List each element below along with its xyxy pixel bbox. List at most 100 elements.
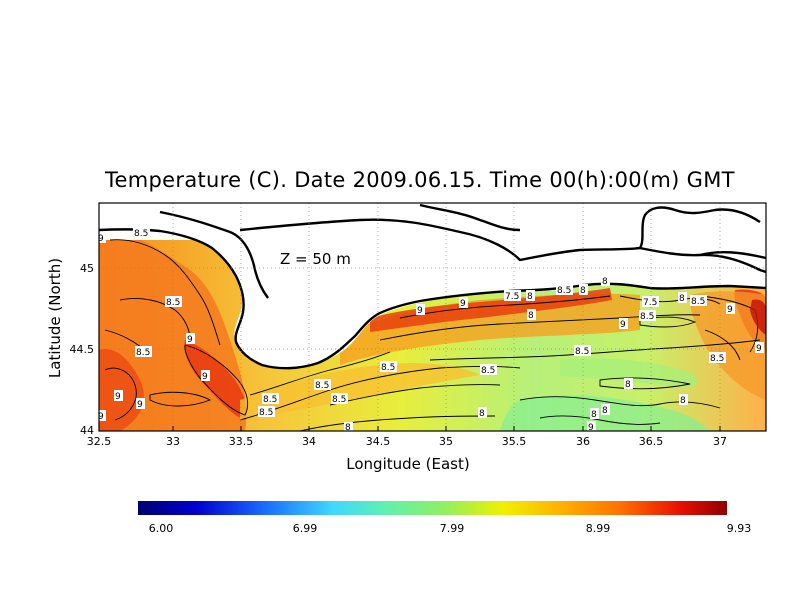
- x-tick-label: 34: [302, 435, 316, 448]
- contour-label: 8: [601, 275, 610, 287]
- x-tick-label: 36.5: [639, 435, 664, 448]
- contour-label: 8: [344, 422, 353, 433]
- svg-text:8: 8: [591, 410, 597, 420]
- x-tick-label: 35.5: [502, 435, 527, 448]
- colorbar-label: 8.99: [586, 522, 611, 535]
- svg-text:8.5: 8.5: [640, 312, 654, 322]
- svg-text:8.5: 8.5: [166, 298, 180, 308]
- y-tick-label: 44.5: [70, 343, 95, 356]
- colorbar-label: 9.93: [727, 522, 752, 535]
- land-crimea: [99, 203, 766, 369]
- svg-text:9: 9: [727, 305, 733, 315]
- cool-patch-central: [560, 358, 698, 388]
- y-tick-label: 45: [80, 262, 94, 275]
- colorbar-label: 6.99: [293, 522, 318, 535]
- svg-text:7.5: 7.5: [505, 292, 519, 302]
- hot-band-coast: [370, 288, 612, 332]
- land-mainland: [99, 203, 766, 240]
- svg-text:8.5: 8.5: [136, 348, 150, 358]
- svg-text:8: 8: [602, 277, 608, 287]
- hot-pocket-east: [750, 299, 766, 335]
- depth-label: Z = 50 m: [280, 250, 351, 268]
- contour-label: 8: [579, 284, 588, 296]
- svg-text:8.5: 8.5: [315, 381, 329, 391]
- svg-text:9: 9: [417, 306, 423, 316]
- y-axis-title: Latitude (North): [46, 258, 64, 378]
- map-field: [99, 203, 766, 431]
- contour-label: 8: [526, 290, 535, 302]
- contour-label: 9: [755, 342, 764, 354]
- svg-text:8: 8: [680, 396, 686, 406]
- x-axis-tick-labels: 32.5 33 33.5 34 34.5 35 35.5 36 36.5 37: [87, 435, 727, 448]
- contour-label: 8.5: [314, 379, 331, 391]
- svg-text:8: 8: [580, 286, 586, 296]
- contour-label: 8.5: [480, 364, 497, 376]
- contour-label: 9: [726, 303, 735, 315]
- x-tick-label: 33: [166, 435, 180, 448]
- x-tick-label: 35: [439, 435, 453, 448]
- contour-label: 9: [97, 232, 106, 244]
- contour-label-group: 8.5 8.5 8.5 9 9 9 9 8.5 8.5 8.5 8.5 8.5 …: [97, 227, 764, 433]
- colorbar: [138, 501, 727, 515]
- y-axis-tick-labels: 44 44.5 45: [70, 262, 95, 437]
- contour-label: 9: [201, 370, 210, 382]
- contour-label: 8.5: [262, 393, 279, 405]
- svg-text:9: 9: [187, 335, 193, 345]
- svg-text:8: 8: [625, 380, 631, 390]
- x-tick-label: 34.5: [366, 435, 391, 448]
- coastline-taman: [639, 246, 766, 274]
- svg-text:8: 8: [479, 409, 485, 419]
- svg-text:8.5: 8.5: [575, 347, 589, 357]
- contour-label: 8: [527, 309, 536, 321]
- svg-text:8.5: 8.5: [710, 354, 724, 364]
- contour-label: 8.5: [574, 345, 591, 357]
- svg-text:8: 8: [345, 423, 351, 433]
- svg-text:8.5: 8.5: [557, 286, 571, 296]
- contour-label: 8.5: [133, 227, 150, 239]
- svg-text:9: 9: [620, 320, 626, 330]
- contour-label: 8: [478, 407, 487, 419]
- svg-text:9: 9: [115, 392, 121, 402]
- coastline-arabat: [419, 203, 521, 232]
- svg-text:8.5: 8.5: [263, 395, 277, 405]
- contour-label: 9: [459, 297, 468, 309]
- hot-band-crimea: [184, 340, 247, 420]
- contour-label: 8.5: [690, 295, 707, 307]
- contour-label: 8.5: [331, 393, 348, 405]
- svg-text:8.5: 8.5: [691, 297, 705, 307]
- contour-label: 8.5: [639, 310, 656, 322]
- contour-label: 9: [416, 304, 425, 316]
- x-tick-label: 33.5: [229, 435, 254, 448]
- x-tick-label: 36: [576, 435, 590, 448]
- contour-label: 9: [97, 410, 106, 422]
- svg-text:9: 9: [460, 299, 466, 309]
- svg-text:7.5: 7.5: [643, 298, 657, 308]
- contour-label: 8: [678, 292, 687, 304]
- colorbar-label: 7.99: [440, 522, 465, 535]
- contour-label: 7.5: [504, 290, 521, 302]
- svg-text:8.5: 8.5: [332, 395, 346, 405]
- contour-label: 8.5: [258, 406, 275, 418]
- plot-frame: [98, 202, 767, 432]
- page-title: Temperature (C). Date 2009.06.15. Time 0…: [105, 168, 735, 192]
- svg-text:8.5: 8.5: [134, 229, 148, 239]
- contour-label: 8: [679, 394, 688, 406]
- svg-text:8.5: 8.5: [381, 363, 395, 373]
- x-tick-label: 37: [713, 435, 727, 448]
- warm-patch-east: [689, 291, 766, 400]
- colorbar-tick-labels: 6.00 6.99 7.99 8.99 9.93: [149, 522, 752, 535]
- svg-text:8.5: 8.5: [481, 366, 495, 376]
- contour-label: 8.5: [556, 284, 573, 296]
- contour-label: 8: [624, 378, 633, 390]
- svg-text:9: 9: [98, 412, 104, 422]
- svg-text:9: 9: [756, 344, 762, 354]
- contour-label: 9: [136, 398, 145, 410]
- svg-text:8: 8: [528, 311, 534, 321]
- contour-label: 9: [114, 390, 123, 402]
- svg-text:8: 8: [602, 406, 608, 416]
- svg-text:9: 9: [98, 234, 104, 244]
- svg-text:9: 9: [202, 372, 208, 382]
- svg-text:8.5: 8.5: [259, 408, 273, 418]
- contour-label: 8.5: [135, 346, 152, 358]
